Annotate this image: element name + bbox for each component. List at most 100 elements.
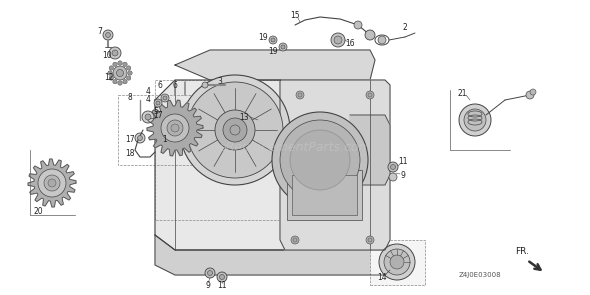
Circle shape [296,91,304,99]
Polygon shape [155,80,385,250]
Circle shape [291,236,299,244]
Circle shape [354,21,362,29]
Polygon shape [155,235,390,275]
Text: 11: 11 [398,158,408,166]
Bar [370,240,425,285]
Circle shape [135,133,145,143]
Text: Z4J0E03008: Z4J0E03008 [458,272,502,278]
Circle shape [384,249,410,275]
Text: 2: 2 [402,22,407,32]
Polygon shape [28,159,76,207]
Circle shape [118,81,122,85]
Circle shape [113,79,117,84]
Circle shape [298,93,302,97]
Circle shape [290,130,350,190]
Text: 13: 13 [239,112,249,122]
Text: 21: 21 [457,88,467,98]
Circle shape [187,82,283,178]
Text: 15: 15 [290,12,300,20]
Circle shape [171,124,179,132]
Circle shape [48,179,56,187]
Circle shape [109,47,121,59]
Circle shape [109,66,113,70]
Text: 6: 6 [158,81,162,89]
Text: 7: 7 [97,27,103,35]
Circle shape [379,244,415,280]
Circle shape [366,91,374,99]
Bar [287,170,362,220]
Text: 16: 16 [345,39,355,47]
Circle shape [271,38,275,42]
Circle shape [113,66,127,80]
Circle shape [368,93,372,97]
Circle shape [180,75,290,185]
Text: eReplacementParts.com: eReplacementParts.com [219,140,371,153]
Circle shape [156,101,160,105]
Text: 19: 19 [268,47,278,57]
Circle shape [530,89,536,95]
Circle shape [279,43,287,51]
Text: 17: 17 [153,111,163,119]
Circle shape [269,36,277,44]
Circle shape [464,109,486,131]
Text: 14: 14 [377,273,387,281]
Circle shape [272,112,368,208]
Circle shape [126,66,131,70]
Circle shape [208,271,212,276]
Circle shape [293,238,297,242]
Circle shape [145,114,151,120]
Circle shape [331,33,345,47]
Circle shape [116,70,123,76]
Circle shape [280,120,360,200]
Circle shape [137,135,143,140]
Text: 3: 3 [218,78,222,86]
Circle shape [215,110,255,150]
Circle shape [123,62,127,67]
Circle shape [128,71,132,75]
Text: 4: 4 [146,86,150,96]
Text: 1: 1 [163,135,168,145]
Circle shape [167,120,183,136]
Circle shape [281,45,285,49]
Circle shape [368,238,372,242]
Text: 19: 19 [258,32,268,42]
Text: 11: 11 [217,281,227,289]
Text: 4: 4 [146,96,150,104]
Circle shape [202,82,208,88]
Circle shape [38,169,66,197]
Circle shape [103,30,113,40]
Circle shape [142,111,154,123]
Text: 18: 18 [125,148,135,158]
Circle shape [123,79,127,84]
Circle shape [217,272,227,282]
Circle shape [378,36,386,44]
Circle shape [459,104,491,136]
Circle shape [118,61,122,65]
Circle shape [390,255,404,269]
Circle shape [365,30,375,40]
Circle shape [219,275,225,279]
Circle shape [389,173,397,181]
Circle shape [230,125,240,135]
Circle shape [161,94,169,102]
Circle shape [163,96,167,100]
Circle shape [108,71,112,75]
Circle shape [161,114,189,142]
Circle shape [106,32,110,37]
Circle shape [334,36,342,44]
Circle shape [526,91,534,99]
Text: 8: 8 [127,94,132,102]
Circle shape [388,162,398,172]
Circle shape [109,76,113,80]
Text: 12: 12 [104,73,114,81]
Polygon shape [350,115,390,185]
Circle shape [366,236,374,244]
Bar [292,175,357,215]
Text: 20: 20 [33,206,43,216]
Circle shape [112,50,118,56]
Text: 6: 6 [172,81,178,89]
Text: FR.: FR. [515,248,529,256]
Circle shape [113,62,117,67]
Polygon shape [280,80,390,250]
Circle shape [44,175,60,191]
